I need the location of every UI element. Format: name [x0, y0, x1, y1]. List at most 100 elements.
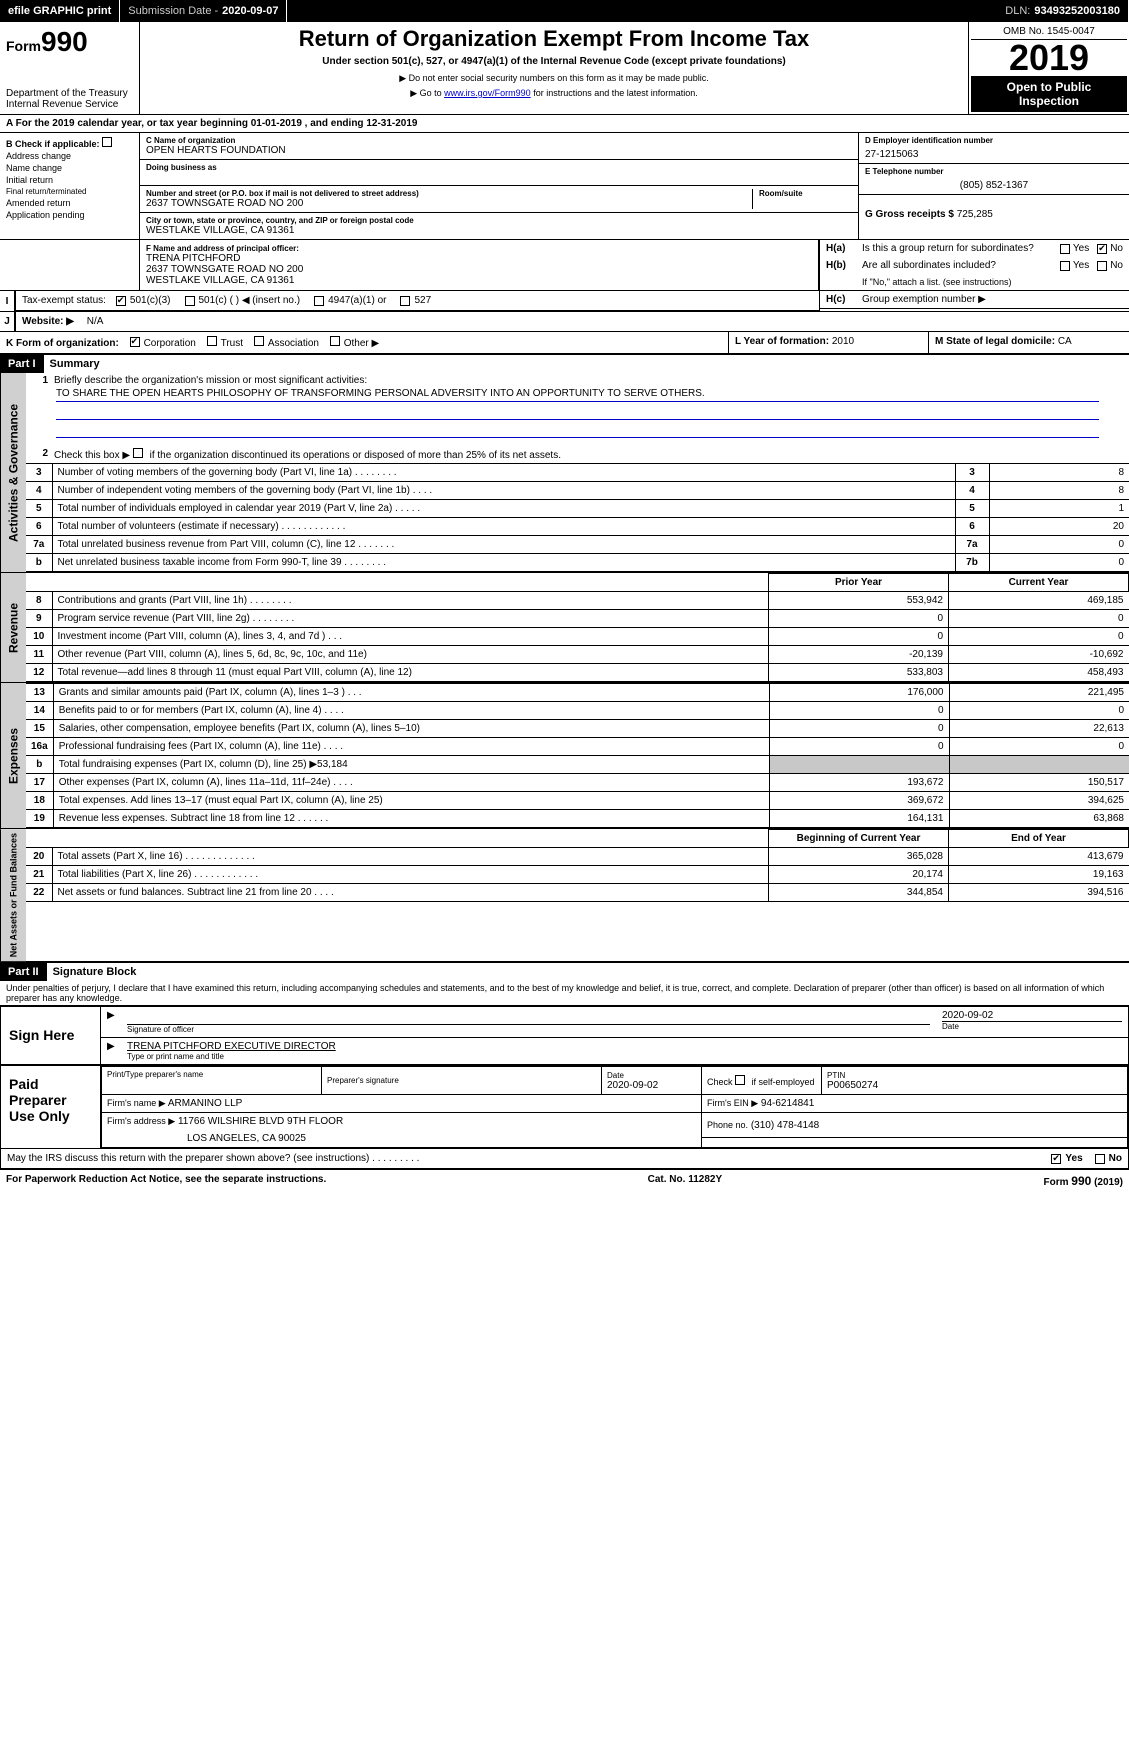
vtab-expenses: Expenses	[0, 683, 26, 828]
check-initial-return: Initial return	[6, 175, 133, 185]
4947-checkbox[interactable]	[314, 296, 324, 306]
527-checkbox[interactable]	[400, 296, 410, 306]
discuss-no-checkbox[interactable]	[1095, 1154, 1105, 1164]
form-subtitle: Under section 501(c), 527, or 4947(a)(1)…	[148, 56, 960, 67]
part-i-title: Summary	[44, 355, 106, 373]
table-row: 3Number of voting members of the governi…	[26, 464, 1129, 482]
l-year-formation: L Year of formation: 2010	[729, 332, 929, 353]
hb-yes-checkbox[interactable]	[1060, 261, 1070, 271]
instructions-link[interactable]: www.irs.gov/Form990	[444, 88, 531, 98]
self-employed-cell: Check if self-employed	[702, 1067, 822, 1095]
gross-label: G Gross receipts $	[865, 209, 954, 220]
prior-year-value: 0	[769, 738, 949, 756]
prior-year-value: 0	[769, 702, 949, 720]
prior-year-value: 193,672	[769, 774, 949, 792]
dln-value: 93493252003180	[1034, 5, 1120, 17]
prior-year-value: 369,672	[769, 792, 949, 810]
firm-phone-label: Phone no.	[707, 1120, 748, 1130]
ein-label: D Employer identification number	[865, 136, 1123, 145]
table-row: 4Number of independent voting members of…	[26, 482, 1129, 500]
k-other-checkbox[interactable]	[330, 336, 340, 346]
line-value: 1	[989, 500, 1129, 518]
org-name-hint: C Name of organization	[146, 136, 852, 145]
line-number: 14	[26, 702, 53, 720]
page-footer: For Paperwork Reduction Act Notice, see …	[0, 1169, 1129, 1192]
line-number: 4	[26, 482, 52, 500]
line-box: 4	[955, 482, 989, 500]
mission-text: TO SHARE THE OPEN HEARTS PHILOSOPHY OF T…	[56, 388, 1099, 402]
check-label: Initial return	[6, 175, 53, 185]
prior-year-value: 0	[769, 720, 949, 738]
form-word: Form	[6, 38, 41, 54]
k-trust-checkbox[interactable]	[207, 336, 217, 346]
address-cell: Number and street (or P.O. box if mail i…	[140, 186, 858, 213]
officer-hint: F Name and address of principal officer:	[146, 244, 812, 253]
hb-no-checkbox[interactable]	[1097, 261, 1107, 271]
officer-addr2: WESTLAKE VILLAGE, CA 91361	[146, 275, 812, 286]
discuss-yes-checkbox[interactable]	[1051, 1154, 1061, 1164]
501c-checkbox[interactable]	[185, 296, 195, 306]
line-value: 8	[989, 464, 1129, 482]
self-employed-checkbox[interactable]	[735, 1075, 745, 1085]
tax-website-block: I Tax-exempt status: 501(c)(3) 501(c) ( …	[0, 291, 1129, 312]
sig-officer-hint: Signature of officer	[127, 1024, 930, 1034]
ha-no-checkbox[interactable]	[1097, 244, 1107, 254]
officer-group-block: F Name and address of principal officer:…	[0, 240, 1129, 291]
sign-here-block: Sign Here ▶ Signature of officer 2020-09…	[0, 1005, 1129, 1065]
line-2-text: Check this box ▶ if the organization dis…	[54, 448, 1125, 461]
discontinued-checkbox[interactable]	[133, 448, 143, 458]
footer-left: For Paperwork Reduction Act Notice, see …	[6, 1174, 326, 1188]
check-amended-return: Amended return	[6, 198, 133, 208]
line-number: 22	[26, 884, 52, 902]
prep-label-3: Use Only	[9, 1108, 92, 1124]
opt-4947: 4947(a)(1) or	[328, 295, 386, 306]
hc-row: H(c) Group exemption number ▶	[820, 291, 1129, 309]
k-association-checkbox[interactable]	[254, 336, 264, 346]
501c3-checkbox[interactable]	[116, 296, 126, 306]
hb-note: If "No," attach a list. (see instruction…	[820, 274, 1129, 290]
opt-501c3: 501(c)(3)	[130, 295, 171, 306]
applicable-master-checkbox[interactable]	[102, 137, 112, 147]
line-desc: Program service revenue (Part VIII, line…	[52, 610, 769, 628]
table-row: 13Grants and similar amounts paid (Part …	[26, 684, 1129, 702]
line-number: 11	[26, 646, 52, 664]
line-desc: Total fundraising expenses (Part IX, col…	[53, 756, 769, 774]
col-prior-year: Prior Year	[769, 574, 949, 592]
org-name: OPEN HEARTS FOUNDATION	[146, 145, 852, 156]
governance-table: 3Number of voting members of the governi…	[26, 463, 1129, 572]
discuss-no-label: No	[1109, 1153, 1122, 1164]
line-desc: Total liabilities (Part X, line 26) . . …	[52, 866, 769, 884]
k-opt-trust: Trust	[221, 338, 243, 349]
phone-cell: E Telephone number (805) 852-1367	[859, 164, 1129, 195]
line-desc: Net unrelated business taxable income fr…	[52, 554, 955, 572]
k-corporation-checkbox[interactable]	[130, 337, 140, 347]
col-end-year: End of Year	[949, 830, 1129, 848]
section-a-tax-year: A For the 2019 calendar year, or tax yea…	[0, 115, 1129, 133]
current-year-value: 0	[949, 738, 1129, 756]
prior-year-value: 365,028	[769, 848, 949, 866]
table-row: 21Total liabilities (Part X, line 26) . …	[26, 866, 1129, 884]
check-label: Address change	[6, 151, 71, 161]
prep-date: 2020-09-02	[607, 1080, 696, 1091]
ha-yes-checkbox[interactable]	[1060, 244, 1070, 254]
column-d: D Employer identification number 27-1215…	[859, 133, 1129, 239]
current-year-value: 22,613	[949, 720, 1129, 738]
current-year-value: 150,517	[949, 774, 1129, 792]
prior-year-value: 344,854	[769, 884, 949, 902]
line-number: 13	[26, 684, 53, 702]
dba-hint: Doing business as	[146, 163, 852, 172]
form-note-2: ▶ Go to www.irs.gov/Form990 for instruct…	[148, 88, 960, 99]
ptin-value: P00650274	[827, 1080, 1122, 1091]
phone-label: E Telephone number	[865, 167, 1123, 176]
phone-value: (805) 852-1367	[865, 180, 1123, 191]
line-num: 2	[30, 448, 54, 459]
current-year-value: 413,679	[949, 848, 1129, 866]
dept-line-2: Internal Revenue Service	[6, 99, 133, 110]
m-value: CA	[1058, 336, 1072, 347]
col-b-title: B Check if applicable:	[6, 137, 133, 149]
line-value: 0	[989, 536, 1129, 554]
open-line-1: Open to Public	[975, 80, 1123, 94]
sign-body: ▶ Signature of officer 2020-09-02 Date ▶…	[101, 1007, 1128, 1064]
current-year-value: 0	[949, 628, 1129, 646]
prep-date-hint: Date	[607, 1071, 696, 1080]
